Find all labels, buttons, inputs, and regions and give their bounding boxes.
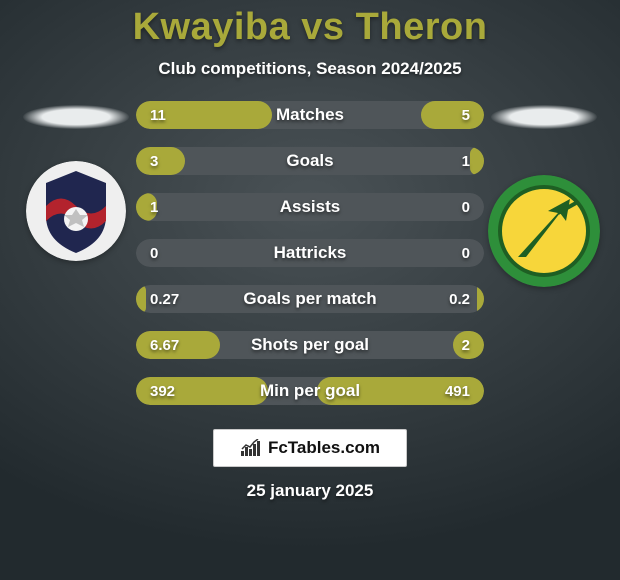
stat-label: Shots per goal <box>206 335 414 355</box>
stat-row: 3Goals1 <box>136 147 484 175</box>
stat-value-right: 0.2 <box>414 291 470 308</box>
player-left-name: Kwayiba <box>133 6 291 48</box>
stat-value-right: 1 <box>414 153 470 170</box>
stat-row: 11Matches5 <box>136 101 484 129</box>
stat-value-right: 491 <box>414 383 470 400</box>
stat-value-right: 0 <box>414 199 470 216</box>
club-right-logo <box>488 175 600 287</box>
right-side <box>484 101 604 287</box>
club-left-svg <box>26 161 126 261</box>
stat-row: 1Assists0 <box>136 193 484 221</box>
stats-bars: 11Matches53Goals11Assists00Hattricks00.2… <box>136 101 484 405</box>
stat-row: 392Min per goal491 <box>136 377 484 405</box>
stat-value-right: 2 <box>414 337 470 354</box>
player-right-name: Theron <box>356 6 488 48</box>
stat-value-right: 5 <box>414 107 470 124</box>
vs-text: vs <box>301 6 344 48</box>
brand-badge: FcTables.com <box>213 429 407 467</box>
stat-value-right: 0 <box>414 245 470 262</box>
stat-label: Min per goal <box>206 381 414 401</box>
stat-label: Matches <box>206 105 414 125</box>
stat-value-left: 6.67 <box>150 337 206 354</box>
left-side <box>16 101 136 261</box>
date: 25 january 2025 <box>247 481 374 501</box>
player-left-placeholder <box>23 105 129 129</box>
player-right-placeholder <box>491 105 597 129</box>
club-left-logo <box>26 161 126 261</box>
stat-value-left: 0.27 <box>150 291 206 308</box>
club-right-svg <box>488 175 600 287</box>
stat-label: Hattricks <box>206 243 414 263</box>
stat-value-left: 1 <box>150 199 206 216</box>
subtitle: Club competitions, Season 2024/2025 <box>158 59 461 79</box>
stat-label: Goals <box>206 151 414 171</box>
stat-value-left: 3 <box>150 153 206 170</box>
content: Kwayiba vs Theron Club competitions, Sea… <box>0 0 620 580</box>
stat-label: Goals per match <box>206 289 414 309</box>
stat-row: 0Hattricks0 <box>136 239 484 267</box>
stat-fill-left <box>136 285 146 313</box>
stat-value-left: 11 <box>150 107 206 124</box>
main-row: 11Matches53Goals11Assists00Hattricks00.2… <box>0 101 620 405</box>
stat-row: 0.27Goals per match0.2 <box>136 285 484 313</box>
page-title: Kwayiba vs Theron <box>133 6 488 49</box>
stat-value-left: 0 <box>150 245 206 262</box>
stat-value-left: 392 <box>150 383 206 400</box>
stat-row: 6.67Shots per goal2 <box>136 331 484 359</box>
brand-icon <box>240 439 262 457</box>
stat-fill-right <box>477 285 484 313</box>
stat-fill-right <box>470 147 484 175</box>
brand-text: FcTables.com <box>268 438 380 458</box>
stat-label: Assists <box>206 197 414 217</box>
